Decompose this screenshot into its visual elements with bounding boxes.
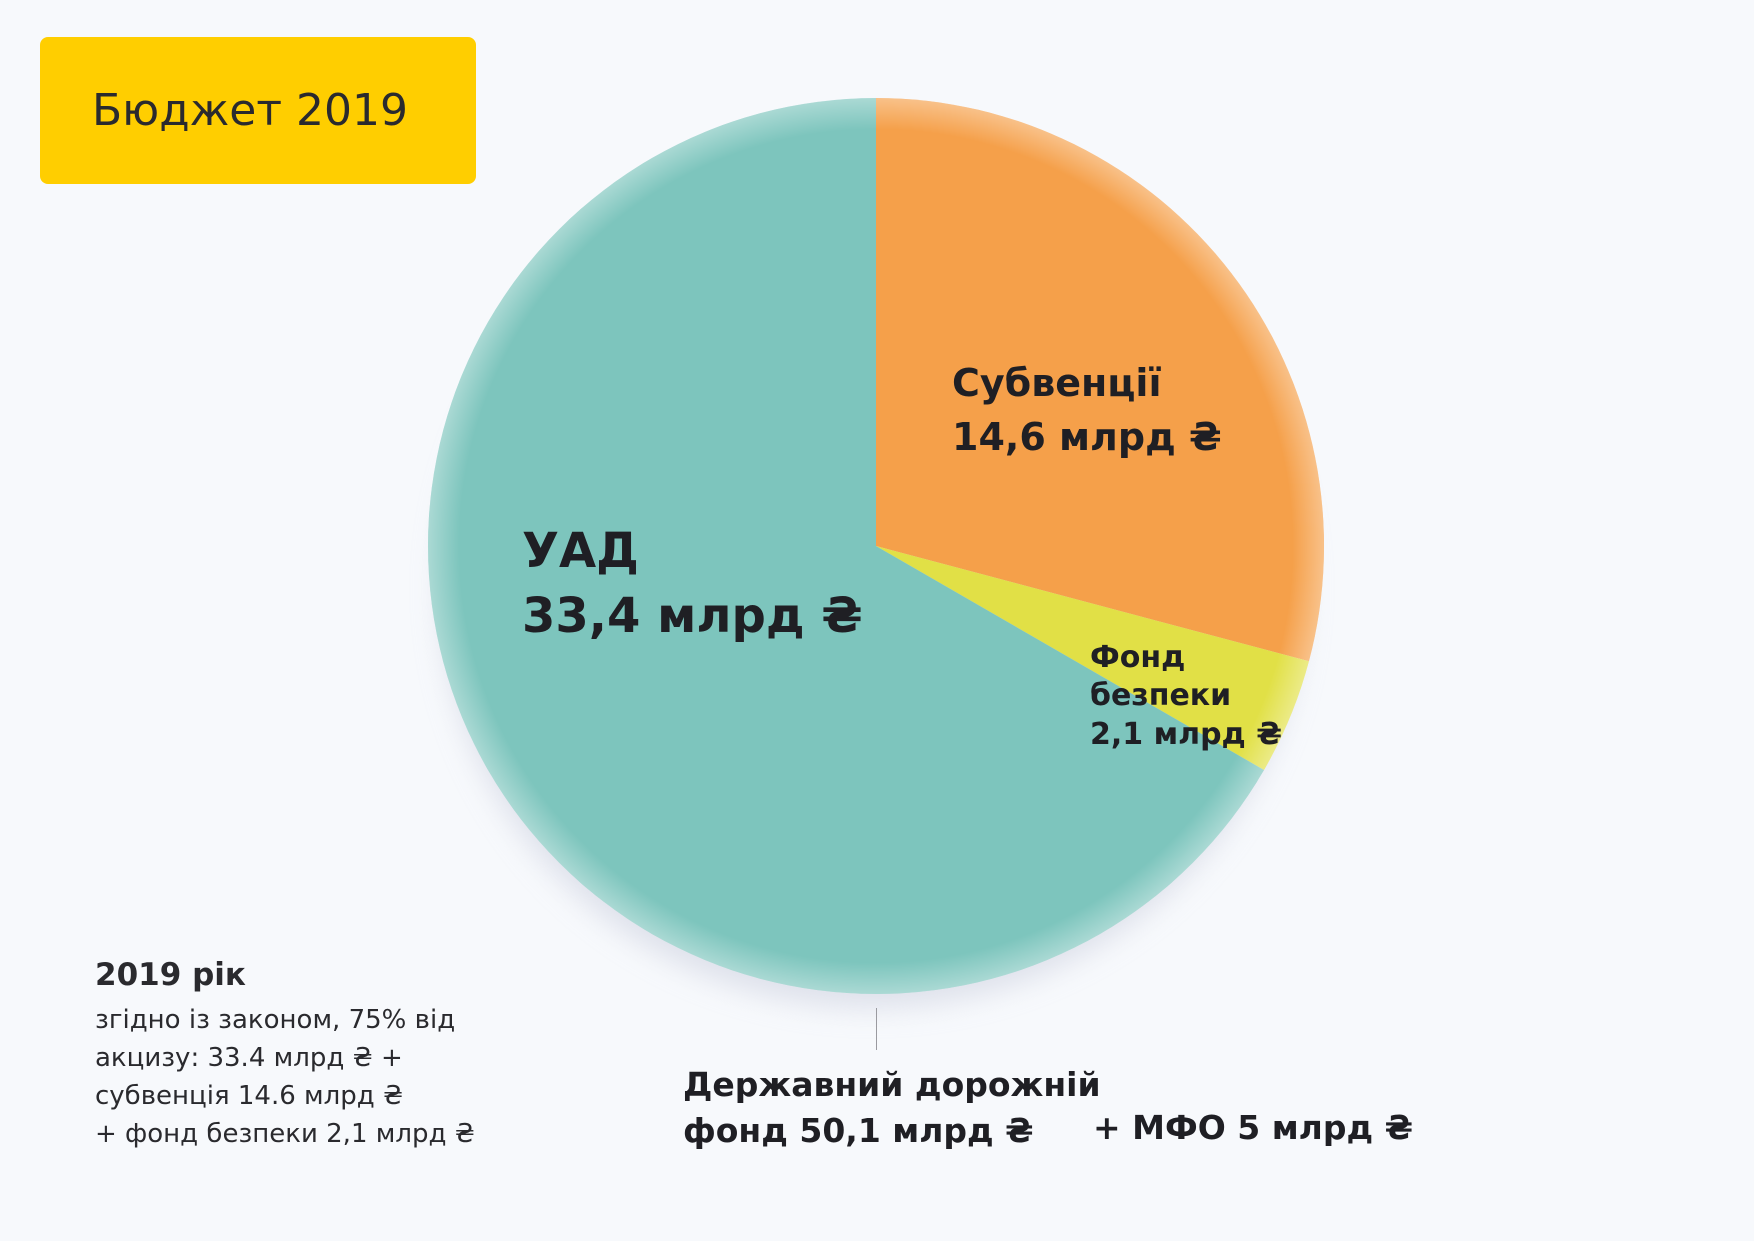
footnote-heading: 2019 рік: [95, 957, 246, 993]
mfo-amount: + МФО 5 млрд ₴: [1093, 1108, 1413, 1147]
footnote: 2019 рік згідно із законом, 75% від акци…: [95, 953, 475, 1153]
footnote-line: акцизу: 33.4 млрд ₴ +: [95, 1042, 403, 1073]
slice-label-security-fund-line1: Фонд: [1090, 640, 1186, 675]
road-fund-total-line2: фонд 50,1 млрд ₴: [683, 1110, 1034, 1150]
slice-label-subventions: Субвенції 14,6 млрд ₴: [952, 357, 1222, 465]
footnote-line: + фонд безпеки 2,1 млрд ₴: [95, 1119, 475, 1150]
slice-label-uad: УАД 33,4 млрд ₴: [522, 519, 863, 650]
slice-label-uad-name: УАД: [522, 523, 639, 579]
title-badge: Бюджет 2019: [40, 37, 476, 184]
road-fund-total-line1: Державний дорожній: [683, 1065, 1101, 1104]
slice-label-security-fund-value: 2,1 млрд ₴: [1090, 716, 1283, 752]
chart-title: Бюджет 2019: [92, 85, 408, 136]
slice-label-subventions-value: 14,6 млрд ₴: [952, 414, 1222, 459]
footnote-line: згідно із законом, 75% від: [95, 1004, 456, 1035]
pie-rim: [428, 98, 1324, 994]
slice-label-uad-value: 33,4 млрд ₴: [522, 588, 863, 645]
slice-label-security-fund-line2: безпеки: [1090, 678, 1232, 714]
road-fund-total: Державний дорожній фонд 50,1 млрд ₴: [683, 1062, 1101, 1153]
footnote-line: субвенція 14.6 млрд ₴: [95, 1081, 404, 1111]
slice-label-security-fund: Фонд безпеки 2,1 млрд ₴: [1090, 639, 1282, 754]
slice-label-subventions-name: Субвенції: [952, 361, 1162, 405]
total-connector-line: [876, 1008, 877, 1050]
